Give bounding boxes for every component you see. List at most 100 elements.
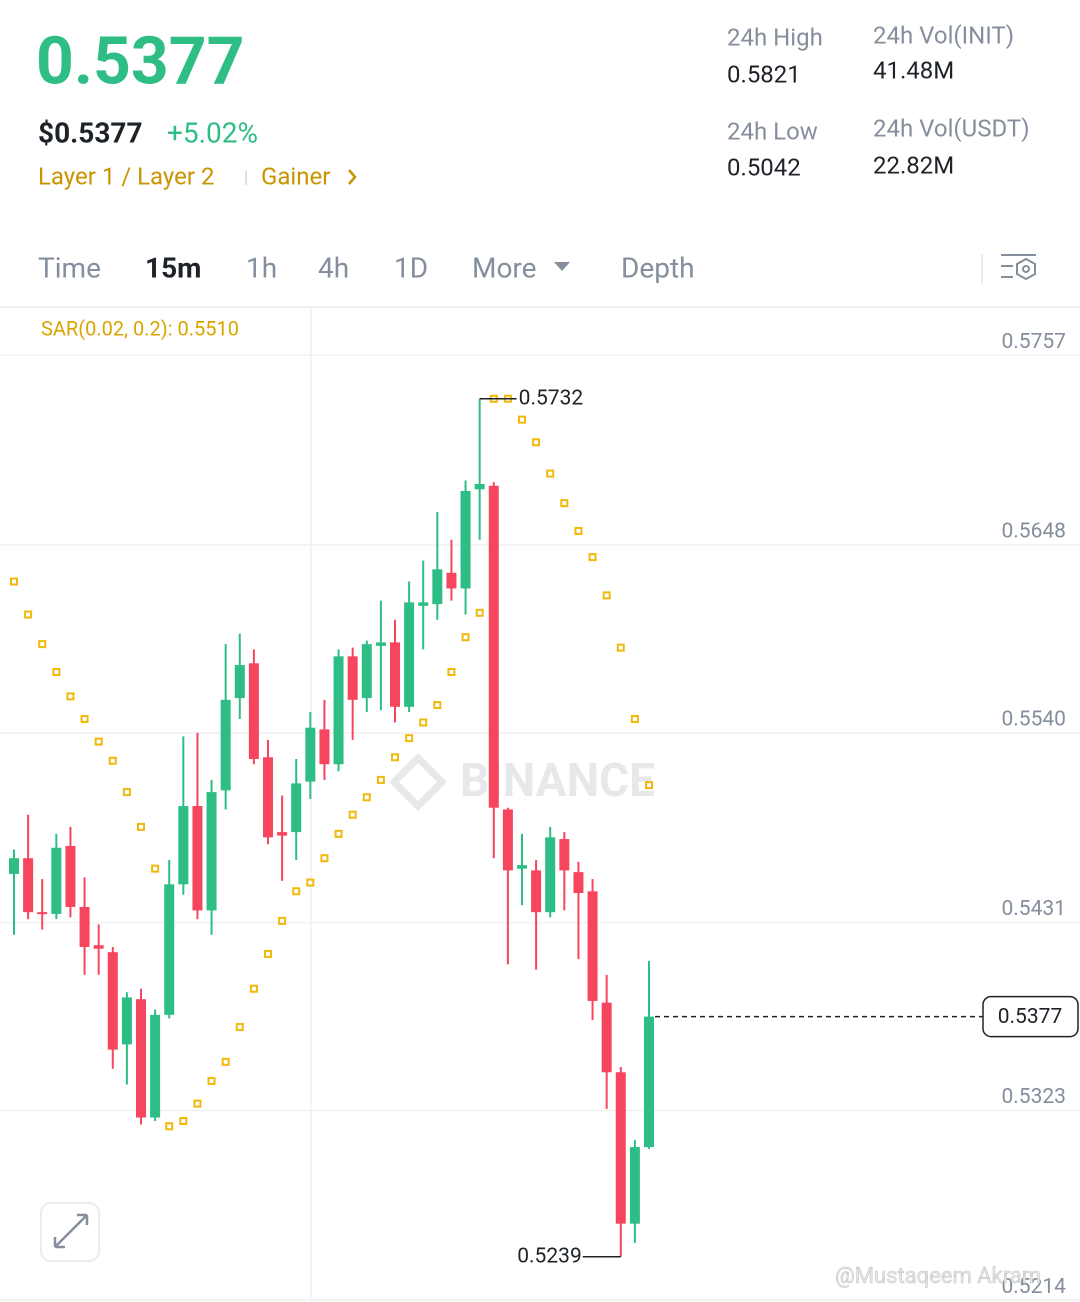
candle-body	[629, 1147, 640, 1224]
candle-body	[206, 792, 217, 911]
candle-body	[531, 870, 542, 913]
candle-body	[234, 665, 245, 699]
candle-body	[432, 569, 443, 605]
candle-body	[164, 884, 175, 1015]
sar-dot	[320, 854, 329, 863]
sar-dot	[376, 775, 385, 784]
sar-dot	[391, 753, 399, 762]
settings-icon[interactable]	[1001, 254, 1036, 281]
candle-body	[615, 1072, 626, 1224]
stat-value: 22.82M	[873, 151, 954, 179]
y-tick-label: 0.5214	[1001, 1275, 1066, 1299]
candle-body	[404, 602, 415, 707]
sar-dot	[588, 553, 597, 562]
candle-body	[192, 806, 203, 911]
candle-body	[446, 572, 457, 589]
last-price: 0.5377	[36, 23, 244, 100]
y-tick-label: 0.5648	[1001, 519, 1066, 543]
sar-dot	[221, 1057, 230, 1066]
tab[interactable]: 4h	[318, 251, 349, 284]
tab[interactable]: Time	[38, 251, 101, 284]
candle-body	[418, 602, 429, 606]
candle-body	[545, 837, 556, 913]
stat-label: 24h Vol(INIT)	[873, 21, 1014, 49]
stat-value: 0.5042	[727, 153, 801, 181]
sar-dot	[235, 1023, 244, 1032]
candle-body	[517, 865, 527, 869]
candle-body	[644, 1016, 654, 1148]
tab[interactable]: 1h	[246, 251, 277, 284]
price-change: +5.02%	[167, 116, 258, 149]
plot: 0.5757 0.5648 0.5540 0.5431 0.5323 0.5214 0.57…	[0, 330, 1080, 1302]
sar-dot	[94, 737, 103, 746]
candle-body	[573, 872, 584, 894]
candle-body	[305, 727, 316, 782]
tab[interactable]: More	[472, 251, 537, 284]
candle-body	[51, 847, 62, 914]
candle-body	[136, 999, 146, 1118]
candle-body	[488, 485, 499, 808]
sar-dot	[122, 788, 131, 797]
y-tick-label: 0.5540	[1001, 707, 1066, 731]
y-tick-label: 0.5323	[1001, 1085, 1066, 1109]
candle-body	[361, 644, 372, 699]
candle-body	[9, 858, 19, 874]
sar-dot	[461, 633, 470, 642]
sar-dot	[447, 667, 456, 676]
sar-dot	[52, 667, 61, 676]
sar-dot	[24, 610, 33, 619]
sar-dot	[306, 878, 315, 887]
candle-body	[587, 891, 598, 1001]
sar-dot	[602, 591, 611, 600]
sar-dot	[38, 640, 47, 649]
candle-body	[502, 809, 513, 871]
sar-dot	[645, 781, 653, 790]
sar-dot	[10, 577, 18, 586]
sar-dot	[405, 734, 414, 743]
tag[interactable]: Layer 1 / Layer 2	[38, 162, 214, 190]
tag[interactable]: Gainer	[261, 162, 330, 190]
sar-dot	[362, 793, 371, 802]
sar-dot	[108, 756, 117, 765]
candle-body	[121, 997, 132, 1045]
candle-body	[375, 642, 386, 646]
last-price-box	[982, 995, 1079, 1038]
candle-body	[220, 699, 231, 791]
candle-body	[107, 952, 118, 1050]
y-tick-label: 0.5757	[1001, 330, 1066, 354]
candle-body	[178, 806, 189, 885]
sar-dot	[532, 438, 541, 447]
sar-dot	[475, 608, 484, 617]
sar-dot	[165, 1122, 174, 1131]
candle-body	[93, 945, 104, 949]
tab[interactable]: 15m	[145, 251, 201, 284]
high-label: 0.5732	[519, 386, 584, 410]
watermark-logo	[389, 753, 447, 811]
dropdown-arrow	[554, 262, 570, 271]
tab[interactable]: Depth	[621, 251, 695, 284]
sar-dot	[151, 864, 160, 873]
candle-body	[248, 663, 259, 760]
sar-dot	[278, 916, 287, 925]
sar-dot	[616, 643, 625, 652]
stat-label: 24h High	[727, 23, 823, 51]
candle-body	[474, 484, 485, 490]
stat-value: 0.5821	[727, 60, 801, 88]
sar-dot	[574, 527, 583, 536]
sar-dot	[630, 714, 639, 723]
stat-value: 41.48M	[873, 56, 954, 84]
sar-dot	[249, 984, 258, 993]
usd-price: $0.5377	[38, 116, 143, 149]
sar-dot	[334, 829, 343, 838]
candle-body	[263, 757, 273, 838]
sar-dot	[546, 469, 555, 478]
last-price-label: 0.5377	[998, 1005, 1063, 1029]
sar-dot	[137, 822, 145, 831]
sar-dot	[193, 1099, 202, 1108]
sar-dot	[433, 701, 442, 710]
sar-dot	[419, 718, 428, 727]
credit: @Mustaqeem Akram	[835, 1264, 1041, 1289]
expand-icon	[53, 1213, 89, 1249]
sar-dot	[207, 1076, 216, 1085]
tab[interactable]: 1D	[394, 251, 428, 284]
